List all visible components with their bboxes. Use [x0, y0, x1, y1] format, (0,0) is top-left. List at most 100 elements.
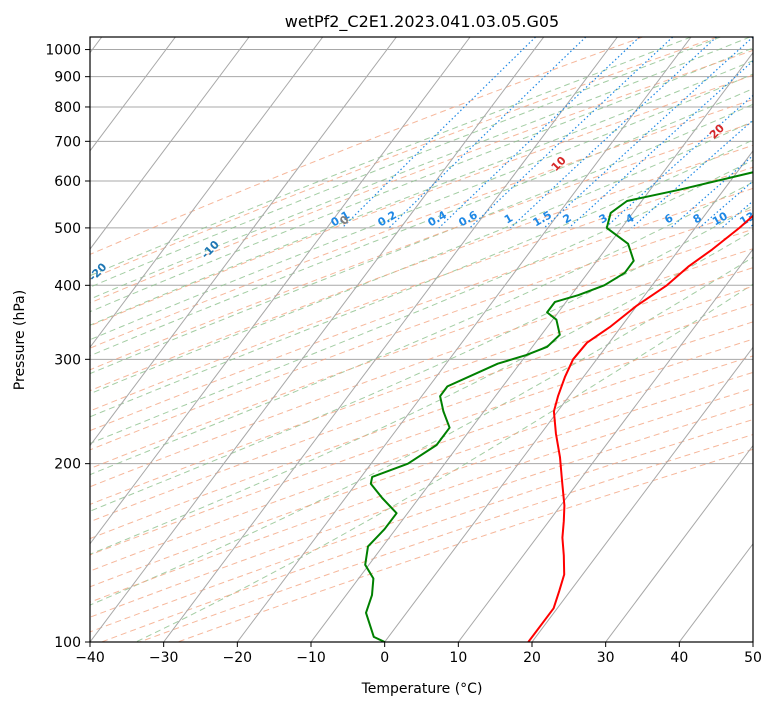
mixing-ratio-line [631, 119, 753, 229]
y-tick-label: 1000 [45, 43, 81, 59]
moist-adiabat [90, 37, 721, 288]
mixing-ratio-line [388, 37, 587, 229]
isotherm-line [90, 37, 324, 349]
mixing-ratio-label: 0.6 [456, 208, 480, 229]
y-tick-label: 200 [54, 457, 81, 473]
x-tick-label: −30 [149, 650, 179, 666]
mixing-ratio-label: 0.4 [425, 208, 449, 229]
mixing-ratio-label: 16 [760, 209, 775, 228]
dry-adiabat [90, 98, 753, 349]
x-tick-label: 30 [597, 650, 615, 666]
dry-adiabat [90, 49, 753, 304]
dry-adiabat [90, 285, 753, 523]
isobar-gridlines [90, 49, 753, 642]
isotherm-line [90, 37, 397, 447]
x-tick-label: −20 [223, 650, 253, 666]
mixing-ratio-label: 13 [738, 209, 758, 228]
mixing-ratio-lines [341, 37, 775, 229]
sounding-series [364, 171, 753, 642]
dry-adiabat [90, 228, 753, 470]
mixing-ratio-line [469, 37, 674, 229]
y-axis: 1000 900 800 700 600 500 400 300 200 100 [45, 43, 90, 651]
dry-adiabat [90, 267, 753, 505]
temperature-profile-line [527, 214, 753, 642]
moist-adiabat [90, 47, 753, 313]
y-tick-label: 600 [54, 174, 81, 190]
moist-adiabat [90, 37, 751, 300]
isotherm-gridlines [90, 37, 753, 642]
x-tick-label: 50 [744, 650, 762, 666]
isotherm-line [531, 346, 753, 642]
y-tick-label: 100 [54, 635, 81, 651]
mixing-ratio-label: 4 [623, 211, 636, 226]
dry-adiabat [139, 434, 753, 642]
plot-area: 0.10.20.40.611.52346810131620253036-100-… [90, 37, 775, 642]
moist-adiabat [90, 181, 753, 476]
dry-adiabat [177, 448, 753, 642]
isotherm-line [90, 37, 250, 250]
y-tick-label: 700 [54, 134, 81, 150]
dry-adiabat-label: 20 [707, 121, 727, 141]
dry-adiabat [90, 387, 753, 618]
isotherm-line [90, 37, 545, 642]
moist-adiabat [90, 37, 692, 277]
dry-adiabat [90, 303, 753, 540]
dry-adiabat-label: 10 [549, 154, 569, 174]
isotherm-line [678, 542, 753, 642]
dry-adiabat [90, 248, 753, 488]
x-tick-label: 20 [523, 650, 541, 666]
dry-adiabat [90, 122, 753, 371]
x-tick-label: 10 [449, 650, 467, 666]
y-tick-label: 300 [54, 352, 81, 368]
dry-adiabat [90, 187, 753, 432]
isotherm-line [752, 641, 753, 642]
moist-adiabat [90, 120, 753, 395]
moist-adiabat [90, 159, 753, 444]
isotherm-line [384, 150, 753, 642]
moist-adiabat [90, 60, 753, 326]
plot-frame [89, 36, 754, 643]
isotherm-line [236, 37, 692, 642]
mixing-ratio-line [771, 37, 775, 228]
mixing-ratio-line [341, 37, 537, 229]
mixing-ratio-line [543, 37, 753, 229]
y-tick-label: 800 [54, 100, 81, 116]
dry-adiabat [90, 321, 753, 556]
x-axis: −40 −30 −20 −10 0 10 20 30 40 50 [75, 642, 762, 666]
moist-adiabat [90, 88, 753, 357]
mixing-ratio-label: 1.5 [531, 208, 554, 229]
isotherm-line [457, 248, 753, 642]
mixing-ratio-line [698, 180, 753, 229]
isotherm-line [90, 37, 176, 152]
moist-adiabat [90, 103, 753, 375]
isotherm-line [90, 37, 471, 545]
moist-adiabat [90, 139, 753, 418]
dry-adiabat [90, 166, 753, 412]
dry-adiabat [90, 338, 753, 572]
y-axis-title: Pressure (hPa) [12, 290, 28, 390]
mixing-ratio-line [509, 37, 717, 229]
x-tick-label: −10 [296, 650, 326, 666]
dry-adiabat [90, 371, 753, 603]
dry-adiabat-label: -10 [199, 238, 222, 261]
chart-title: wetPf2_C2E1.2023.041.03.05.G05 [285, 12, 559, 32]
y-tick-label: 900 [54, 70, 81, 86]
dewpoint-profile-line [364, 171, 753, 642]
moist-adiabat [90, 256, 753, 606]
isotherm-line [605, 444, 753, 642]
y-tick-label: 500 [54, 221, 81, 237]
dry-adiabat [90, 355, 753, 588]
x-axis-title: Temperature (°C) [361, 681, 483, 697]
mixing-ratio-line [721, 200, 753, 229]
dry-adiabats [90, 37, 753, 642]
x-tick-label: 40 [670, 650, 688, 666]
moist-adiabat [90, 230, 753, 555]
x-tick-label: −40 [75, 650, 105, 666]
mixing-ratio-label: 6 [662, 211, 675, 226]
isotherm-line [163, 37, 618, 642]
dry-adiabat [90, 37, 718, 280]
mixing-ratio-line [438, 37, 640, 229]
mixing-ratio-line [568, 60, 753, 229]
dry-adiabat [90, 74, 753, 327]
